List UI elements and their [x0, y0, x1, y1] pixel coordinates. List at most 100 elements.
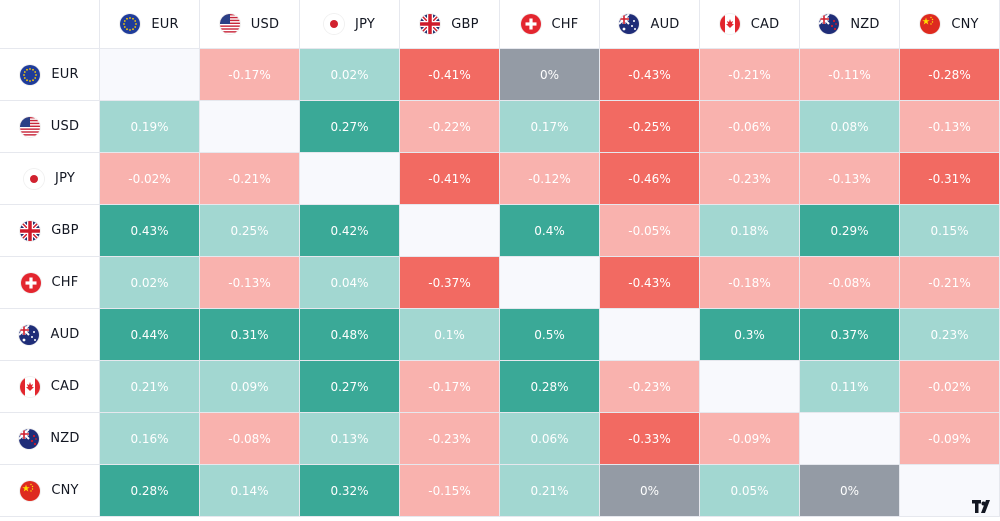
rate-cell-gbp-usd[interactable]: 0.25% — [200, 205, 300, 257]
column-header-cny[interactable]: CNY — [900, 0, 1000, 49]
row-header-aud[interactable]: AUD — [0, 309, 100, 361]
rate-cell-gbp-jpy[interactable]: 0.42% — [300, 205, 400, 257]
rate-cell-usd-gbp[interactable]: -0.22% — [400, 101, 500, 153]
rate-cell-chf-cny[interactable]: -0.21% — [900, 257, 1000, 309]
row-header-chf[interactable]: CHF — [0, 257, 100, 309]
rate-cell-gbp-cny[interactable]: 0.15% — [900, 205, 1000, 257]
rate-cell-chf-jpy[interactable]: 0.04% — [300, 257, 400, 309]
rate-cell-aud-chf[interactable]: 0.5% — [500, 309, 600, 361]
rate-cell-cad-cny[interactable]: -0.02% — [900, 361, 1000, 413]
japan-flag-icon — [24, 168, 45, 189]
rate-cell-jpy-cad[interactable]: -0.23% — [700, 153, 800, 205]
rate-cell-gbp-cad[interactable]: 0.18% — [700, 205, 800, 257]
rate-cell-aud-cny[interactable]: 0.23% — [900, 309, 1000, 361]
rate-cell-gbp-eur[interactable]: 0.43% — [100, 205, 200, 257]
row-header-gbp[interactable]: GBP — [0, 205, 100, 257]
rate-cell-eur-aud[interactable]: -0.43% — [600, 49, 700, 101]
rate-cell-jpy-chf[interactable]: -0.12% — [500, 153, 600, 205]
rate-cell-usd-nzd[interactable]: 0.08% — [800, 101, 900, 153]
rate-cell-aud-nzd[interactable]: 0.37% — [800, 309, 900, 361]
rate-cell-eur-chf[interactable]: 0% — [500, 49, 600, 101]
row-header-usd[interactable]: USD — [0, 101, 100, 153]
currency-code: GBP — [51, 223, 79, 238]
rate-cell-cad-nzd[interactable]: 0.11% — [800, 361, 900, 413]
rate-cell-chf-eur[interactable]: 0.02% — [100, 257, 200, 309]
rate-cell-chf-gbp[interactable]: -0.37% — [400, 257, 500, 309]
rate-cell-cny-aud[interactable]: 0% — [600, 465, 700, 517]
currency-code: USD — [250, 16, 280, 32]
new-zealand-flag-icon — [19, 428, 40, 449]
rate-cell-usd-chf[interactable]: 0.17% — [500, 101, 600, 153]
rate-cell-nzd-chf[interactable]: 0.06% — [500, 413, 600, 465]
rate-cell-gbp-aud[interactable]: -0.05% — [600, 205, 700, 257]
row-header-eur[interactable]: EUR — [0, 49, 100, 101]
currency-code: EUR — [51, 67, 79, 82]
rate-cell-cny-nzd[interactable]: 0% — [800, 465, 900, 517]
column-header-gbp[interactable]: GBP — [400, 0, 500, 49]
diagonal-cell — [200, 101, 300, 153]
rate-cell-usd-aud[interactable]: -0.25% — [600, 101, 700, 153]
rate-cell-cny-usd[interactable]: 0.14% — [200, 465, 300, 517]
rate-cell-cny-gbp[interactable]: -0.15% — [400, 465, 500, 517]
rate-cell-chf-nzd[interactable]: -0.08% — [800, 257, 900, 309]
rate-cell-cad-aud[interactable]: -0.23% — [600, 361, 700, 413]
rate-cell-jpy-eur[interactable]: -0.02% — [100, 153, 200, 205]
rate-cell-usd-jpy[interactable]: 0.27% — [300, 101, 400, 153]
rate-cell-aud-eur[interactable]: 0.44% — [100, 309, 200, 361]
column-header-eur[interactable]: EUR — [100, 0, 200, 49]
rate-cell-aud-usd[interactable]: 0.31% — [200, 309, 300, 361]
currency-code: USD — [50, 119, 80, 134]
rate-cell-cad-jpy[interactable]: 0.27% — [300, 361, 400, 413]
rate-cell-cad-chf[interactable]: 0.28% — [500, 361, 600, 413]
rate-cell-jpy-cny[interactable]: -0.31% — [900, 153, 1000, 205]
column-header-cad[interactable]: CAD — [700, 0, 800, 49]
rate-cell-cad-gbp[interactable]: -0.17% — [400, 361, 500, 413]
column-header-jpy[interactable]: JPY — [300, 0, 400, 49]
rate-cell-nzd-usd[interactable]: -0.08% — [200, 413, 300, 465]
rate-cell-jpy-aud[interactable]: -0.46% — [600, 153, 700, 205]
rate-cell-aud-gbp[interactable]: 0.1% — [400, 309, 500, 361]
rate-cell-nzd-jpy[interactable]: 0.13% — [300, 413, 400, 465]
rate-cell-aud-cad[interactable]: 0.3% — [700, 309, 800, 361]
currency-code: JPY — [355, 16, 375, 32]
rate-cell-eur-cad[interactable]: -0.21% — [700, 49, 800, 101]
column-header-aud[interactable]: AUD — [600, 0, 700, 49]
rate-cell-eur-cny[interactable]: -0.28% — [900, 49, 1000, 101]
rate-cell-cny-chf[interactable]: 0.21% — [500, 465, 600, 517]
rate-cell-gbp-chf[interactable]: 0.4% — [500, 205, 600, 257]
rate-cell-nzd-aud[interactable]: -0.33% — [600, 413, 700, 465]
rate-cell-chf-aud[interactable]: -0.43% — [600, 257, 700, 309]
rate-cell-nzd-cad[interactable]: -0.09% — [700, 413, 800, 465]
row-header-cad[interactable]: CAD — [0, 361, 100, 413]
rate-cell-usd-cny[interactable]: -0.13% — [900, 101, 1000, 153]
rate-cell-eur-nzd[interactable]: -0.11% — [800, 49, 900, 101]
rate-cell-cny-jpy[interactable]: 0.32% — [300, 465, 400, 517]
tradingview-logo-icon[interactable] — [972, 499, 994, 513]
rate-cell-jpy-gbp[interactable]: -0.41% — [400, 153, 500, 205]
rate-cell-usd-cad[interactable]: -0.06% — [700, 101, 800, 153]
column-header-usd[interactable]: USD — [200, 0, 300, 49]
rate-cell-jpy-nzd[interactable]: -0.13% — [800, 153, 900, 205]
rate-cell-nzd-gbp[interactable]: -0.23% — [400, 413, 500, 465]
column-header-nzd[interactable]: NZD — [800, 0, 900, 49]
rate-cell-eur-usd[interactable]: -0.17% — [200, 49, 300, 101]
rate-cell-chf-usd[interactable]: -0.13% — [200, 257, 300, 309]
rate-cell-gbp-nzd[interactable]: 0.29% — [800, 205, 900, 257]
rate-cell-usd-eur[interactable]: 0.19% — [100, 101, 200, 153]
column-header-chf[interactable]: CHF — [500, 0, 600, 49]
rate-cell-cny-cad[interactable]: 0.05% — [700, 465, 800, 517]
rate-cell-aud-jpy[interactable]: 0.48% — [300, 309, 400, 361]
rate-cell-nzd-eur[interactable]: 0.16% — [100, 413, 200, 465]
rate-cell-cad-usd[interactable]: 0.09% — [200, 361, 300, 413]
rate-cell-eur-jpy[interactable]: 0.02% — [300, 49, 400, 101]
row-header-nzd[interactable]: NZD — [0, 413, 100, 465]
rate-cell-nzd-cny[interactable]: -0.09% — [900, 413, 1000, 465]
row-header-cny[interactable]: CNY — [0, 465, 100, 517]
row-header-jpy[interactable]: JPY — [0, 153, 100, 205]
rate-cell-jpy-usd[interactable]: -0.21% — [200, 153, 300, 205]
rate-cell-eur-gbp[interactable]: -0.41% — [400, 49, 500, 101]
rate-cell-chf-cad[interactable]: -0.18% — [700, 257, 800, 309]
australia-flag-icon — [619, 14, 640, 34]
rate-cell-cny-eur[interactable]: 0.28% — [100, 465, 200, 517]
rate-cell-cad-eur[interactable]: 0.21% — [100, 361, 200, 413]
